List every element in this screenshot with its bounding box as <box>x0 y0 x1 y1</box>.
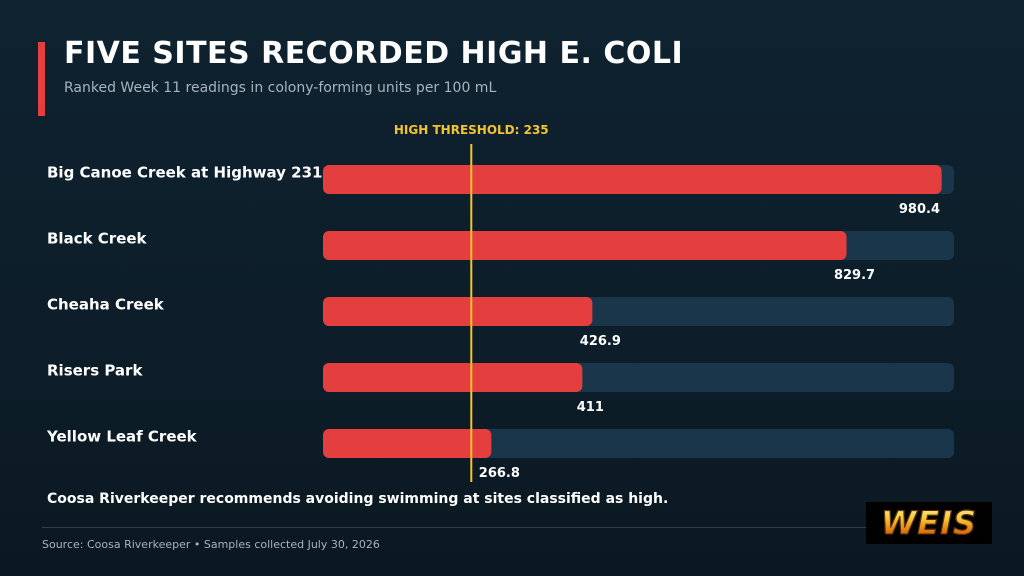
bar <box>323 429 492 458</box>
bar <box>323 363 583 392</box>
chart-title: FIVE SITES RECORDED HIGH E. COLI <box>64 36 684 71</box>
bar <box>323 297 593 326</box>
category-label: Cheaha Creek <box>47 296 165 314</box>
source-note: Source: Coosa Riverkeeper • Samples coll… <box>42 538 380 551</box>
category-label: Black Creek <box>47 230 148 248</box>
chart-subtitle: Ranked Week 11 readings in colony-formin… <box>64 80 497 96</box>
value-label: 829.7 <box>834 268 875 283</box>
category-labels: Big Canoe Creek at Highway 231 Black Cree… <box>46 164 322 446</box>
category-label: Big Canoe Creek at Highway 231 <box>47 164 322 182</box>
value-labels: 980.4 829.7 426.9 411 266.8 <box>479 202 940 481</box>
bars <box>323 165 942 458</box>
weis-logo-text: WEIS <box>880 504 978 543</box>
value-label: 980.4 <box>899 202 940 217</box>
weis-logo: WEIS <box>866 502 992 544</box>
bar <box>323 165 942 194</box>
value-label: 411 <box>577 400 604 415</box>
footer-divider <box>42 527 992 528</box>
bar-chart: Big Canoe Creek at Highway 231 Black Cree… <box>46 123 954 482</box>
threshold-label: HIGH THRESHOLD: 235 <box>394 123 549 137</box>
value-label: 266.8 <box>479 466 520 481</box>
bar <box>323 231 847 260</box>
value-label: 426.9 <box>580 334 621 349</box>
category-label: Yellow Leaf Creek <box>46 428 198 446</box>
category-label: Risers Park <box>47 362 143 380</box>
advisory-note: Coosa Riverkeeper recommends avoiding sw… <box>47 491 669 507</box>
title-accent-bar <box>38 42 45 116</box>
